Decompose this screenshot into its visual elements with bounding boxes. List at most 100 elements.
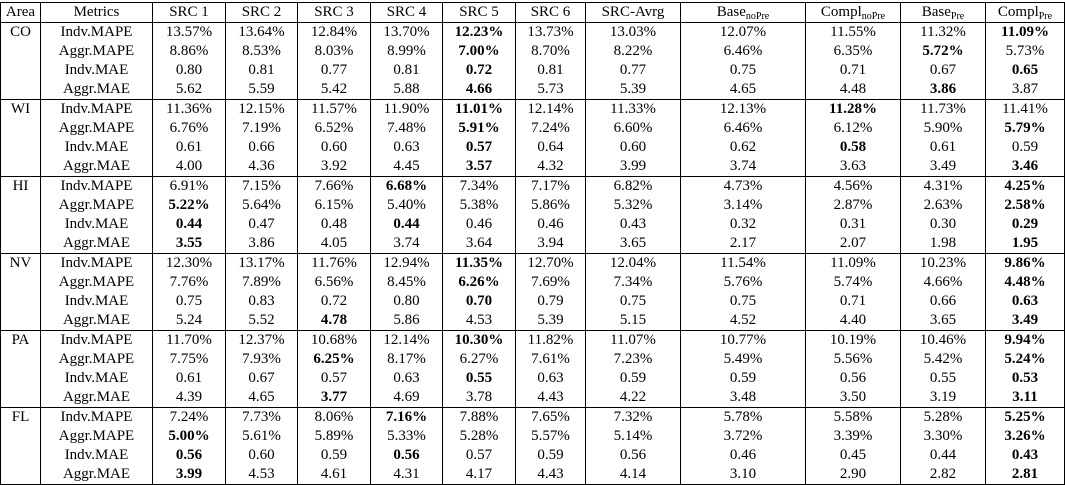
value-cell: 0.57	[442, 446, 516, 465]
value-cell: 13.17%	[225, 253, 298, 273]
value-cell: 0.71	[805, 292, 901, 311]
value-cell: 0.59	[985, 138, 1065, 157]
table-row: WI Indv.MAPE 11.36% 12.15% 11.57% 11.90% 11.01…	[0, 99, 1065, 177]
value-cell: 3.87	[985, 80, 1065, 100]
value-cell: 13.70%	[370, 22, 443, 42]
value-cell-best: 2.81	[985, 465, 1065, 485]
value-cell: 11.41%	[985, 99, 1065, 119]
value-cell-best: 4.78	[297, 311, 371, 331]
value-cell: 0.75	[152, 292, 226, 311]
value-cell: 8.22%	[585, 42, 681, 61]
value-cell: 0.77	[297, 61, 371, 80]
header-cell: SRC 4	[370, 2, 443, 23]
metric-cell: Indv.MAE	[40, 138, 153, 157]
value-cell: 0.67	[900, 61, 986, 80]
value-cell: 11.07%	[585, 330, 681, 350]
value-cell: 11.33%	[585, 99, 681, 119]
value-cell: 8.99%	[370, 42, 443, 61]
value-cell: 0.44	[900, 446, 986, 465]
value-cell-best: 9.94%	[985, 330, 1065, 350]
value-cell: 5.52	[225, 311, 298, 331]
value-cell: 0.56	[585, 446, 681, 465]
value-cell: 4.52	[680, 311, 806, 331]
value-cell: 0.46	[442, 215, 516, 234]
value-cell: 6.56%	[297, 273, 371, 292]
value-cell: 7.19%	[225, 119, 298, 138]
value-cell: 12.94%	[370, 253, 443, 273]
metric-cell: Indv.MAPE	[40, 330, 153, 350]
value-cell: 13.03%	[585, 22, 681, 42]
value-cell: 6.76%	[152, 119, 226, 138]
value-cell: 0.71	[805, 61, 901, 80]
value-cell: 0.79	[515, 292, 586, 311]
table-row: PA Indv.MAPE 11.70% 12.37% 10.68% 12.14% 10.30…	[0, 330, 1065, 408]
value-cell-best: 0.55	[442, 369, 516, 388]
value-cell: 2.82	[900, 465, 986, 485]
value-cell: 10.19%	[805, 330, 901, 350]
table-row: CO Indv.MAPE 13.57% 13.64% 12.84% 13.70% 12.23…	[0, 22, 1065, 100]
table-row: Indv.MAE 0.75 0.83 0.72 0.80 0.70 0.79 0.75 0.75…	[1, 292, 1065, 311]
value-cell: 0.81	[515, 61, 586, 80]
value-cell: 10.68%	[297, 330, 371, 350]
value-cell: 0.63	[370, 369, 443, 388]
value-cell-best: 7.00%	[442, 42, 516, 61]
value-cell: 10.46%	[900, 330, 986, 350]
table-row: Aggr.MAE 5.62 5.59 5.42 5.88 4.66 5.73 5.39 4.65…	[1, 80, 1065, 100]
value-cell: 11.57%	[297, 99, 371, 119]
value-cell: 3.48	[680, 388, 806, 408]
header-cell: SRC 5	[442, 2, 516, 23]
value-cell-best: 1.95	[985, 234, 1065, 254]
value-cell: 5.49%	[680, 350, 806, 369]
value-cell-best: 10.30%	[442, 330, 516, 350]
value-cell: 11.82%	[515, 330, 586, 350]
value-cell: 5.39	[515, 311, 586, 331]
table-row: Aggr.MAE 3.55 3.86 4.05 3.74 3.64 3.94 3.65 2.17…	[1, 234, 1065, 254]
value-cell: 0.60	[225, 446, 298, 465]
value-cell: 7.69%	[515, 273, 586, 292]
value-cell: 0.43	[585, 215, 681, 234]
value-cell-best: 0.29	[985, 215, 1065, 234]
value-cell: 5.39	[585, 80, 681, 100]
header-cell: SRC 1	[152, 2, 226, 23]
value-cell: 8.06%	[297, 407, 371, 427]
value-cell: 3.64	[442, 234, 516, 254]
value-cell: 5.89%	[297, 427, 371, 446]
metric-cell: Aggr.MAPE	[40, 427, 153, 446]
value-cell: 0.64	[515, 138, 586, 157]
area-cell: NV	[0, 253, 41, 331]
value-cell: 4.61	[297, 465, 371, 485]
value-cell: 4.73%	[680, 176, 806, 196]
header-cell: Area	[0, 2, 41, 23]
value-cell-best: 4.66	[442, 80, 516, 100]
value-cell-best: 0.44	[370, 215, 443, 234]
metric-cell: Indv.MAE	[40, 292, 153, 311]
value-cell: 11.36%	[152, 99, 226, 119]
table-row: Aggr.MAPE 7.76% 7.89% 6.56% 8.45% 6.26% 7.69% 7…	[1, 273, 1065, 292]
value-cell: 7.32%	[585, 407, 681, 427]
value-cell: 5.42%	[900, 350, 986, 369]
value-cell: 3.39%	[805, 427, 901, 446]
value-cell: 7.61%	[515, 350, 586, 369]
value-cell: 7.34%	[585, 273, 681, 292]
table-row: Indv.MAE 0.80 0.81 0.77 0.81 0.72 0.81 0.77 0.75…	[1, 61, 1065, 80]
value-cell: 5.73	[515, 80, 586, 100]
value-cell: 4.22	[585, 388, 681, 408]
table-row: Aggr.MAPE 7.75% 7.93% 6.25% 8.17% 6.27% 7.61% 7…	[1, 350, 1065, 369]
metric-cell: Aggr.MAE	[40, 311, 153, 331]
value-cell: 5.58%	[805, 407, 901, 427]
value-cell: 4.65	[680, 80, 806, 100]
value-cell: 3.78	[442, 388, 516, 408]
value-cell: 13.64%	[225, 22, 298, 42]
metric-cell: Aggr.MAPE	[40, 196, 153, 215]
value-cell: 0.31	[805, 215, 901, 234]
value-cell-best: 3.99	[152, 465, 226, 485]
value-cell: 0.30	[900, 215, 986, 234]
value-cell: 4.45	[370, 157, 443, 177]
value-cell: 6.60%	[585, 119, 681, 138]
value-cell: 0.75	[680, 292, 806, 311]
value-cell: 3.99	[585, 157, 681, 177]
value-cell-best: 12.23%	[442, 22, 516, 42]
value-cell-best: 0.57	[442, 138, 516, 157]
value-cell: 11.32%	[900, 22, 986, 42]
